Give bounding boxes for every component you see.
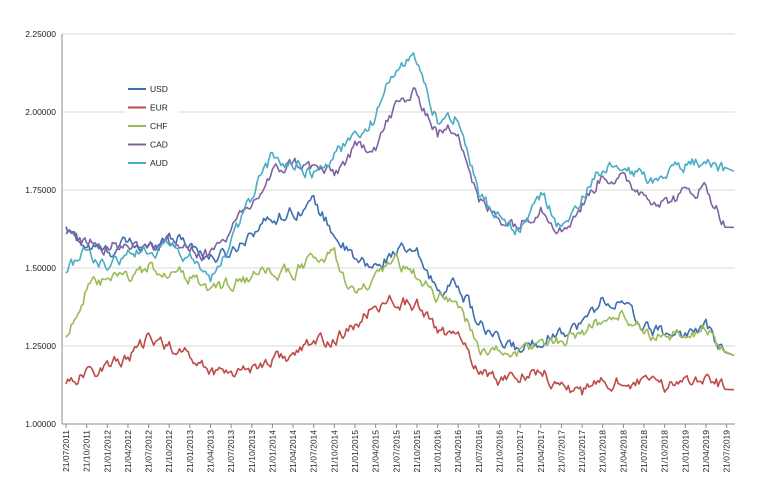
legend-label-cad: CAD <box>150 140 168 150</box>
legend-label-aud: AUD <box>150 158 168 168</box>
x-tick-label: 21/07/2015 <box>391 430 401 473</box>
x-tick-label: 21/04/2013 <box>206 430 216 473</box>
y-tick-labels: 1.00000 1.25000 1.50000 1.75000 2.00000 2.250… <box>25 29 56 429</box>
x-tick-label: 21/01/2014 <box>267 430 277 473</box>
x-tick-label: 21/04/2019 <box>701 430 711 473</box>
y-tick-label: 1.75000 <box>25 185 56 195</box>
legend-box <box>126 80 178 168</box>
axes <box>61 34 735 428</box>
x-tick-label: 21/04/2016 <box>453 430 463 473</box>
x-tick-label: 21/01/2019 <box>680 430 690 473</box>
x-tick-label: 21/04/2012 <box>123 430 133 473</box>
y-tick-label: 1.25000 <box>25 341 56 351</box>
x-tick-label: 21/10/2011 <box>82 430 92 472</box>
x-tick-label: 21/07/2011 <box>61 430 71 472</box>
x-tick-label: 21/07/2019 <box>722 430 732 473</box>
x-tick-label: 21/01/2017 <box>515 430 525 473</box>
x-tick-label: 21/10/2018 <box>660 430 670 473</box>
x-tick-label: 21/10/2012 <box>164 430 174 473</box>
x-tick-label: 21/01/2016 <box>433 430 443 473</box>
series-line-cad <box>65 87 735 262</box>
x-tick-label: 21/07/2014 <box>309 430 319 473</box>
x-tick-label: 21/01/2013 <box>185 430 195 473</box>
x-tick-label: 21/04/2018 <box>618 430 628 473</box>
legend-label-eur: EUR <box>150 103 168 113</box>
series-lines <box>65 52 735 396</box>
series-line-eur <box>65 294 735 396</box>
series-line-chf <box>65 246 735 358</box>
x-tick-label: 21/04/2014 <box>288 430 298 473</box>
y-tick-label: 1.00000 <box>25 419 56 429</box>
x-tick-label: 21/01/2018 <box>598 430 608 473</box>
x-tick-label: 21/10/2016 <box>495 430 505 473</box>
x-tick-label: 21/01/2015 <box>350 430 360 473</box>
x-tick-label: 21/04/2017 <box>536 430 546 473</box>
legend-label-chf: CHF <box>150 121 167 131</box>
x-tick-label: 21/10/2013 <box>247 430 257 473</box>
x-tick-labels: 21/07/2011 21/10/2011 21/01/2012 21/04/2012… <box>61 430 732 473</box>
y-tick-label: 2.00000 <box>25 107 56 117</box>
x-tick-label: 21/01/2012 <box>102 430 112 473</box>
x-tick-label: 21/10/2017 <box>577 430 587 473</box>
y-tick-label: 1.50000 <box>25 263 56 273</box>
y-tick-label: 2.25000 <box>25 29 56 39</box>
legend-label-usd: USD <box>150 84 168 94</box>
x-tick-label: 21/07/2017 <box>556 430 566 473</box>
x-tick-label: 21/10/2015 <box>412 430 422 473</box>
x-tick-label: 21/04/2015 <box>371 430 381 473</box>
x-tick-label: 21/07/2013 <box>226 430 236 473</box>
legend: USD EUR CHF CAD AUD <box>126 80 178 168</box>
x-tick-label: 21/07/2016 <box>474 430 484 473</box>
x-tick-label: 21/07/2012 <box>144 430 154 473</box>
x-tick-label: 21/10/2014 <box>329 430 339 473</box>
x-tick-label: 21/07/2018 <box>639 430 649 473</box>
series-line-aud <box>65 52 735 283</box>
